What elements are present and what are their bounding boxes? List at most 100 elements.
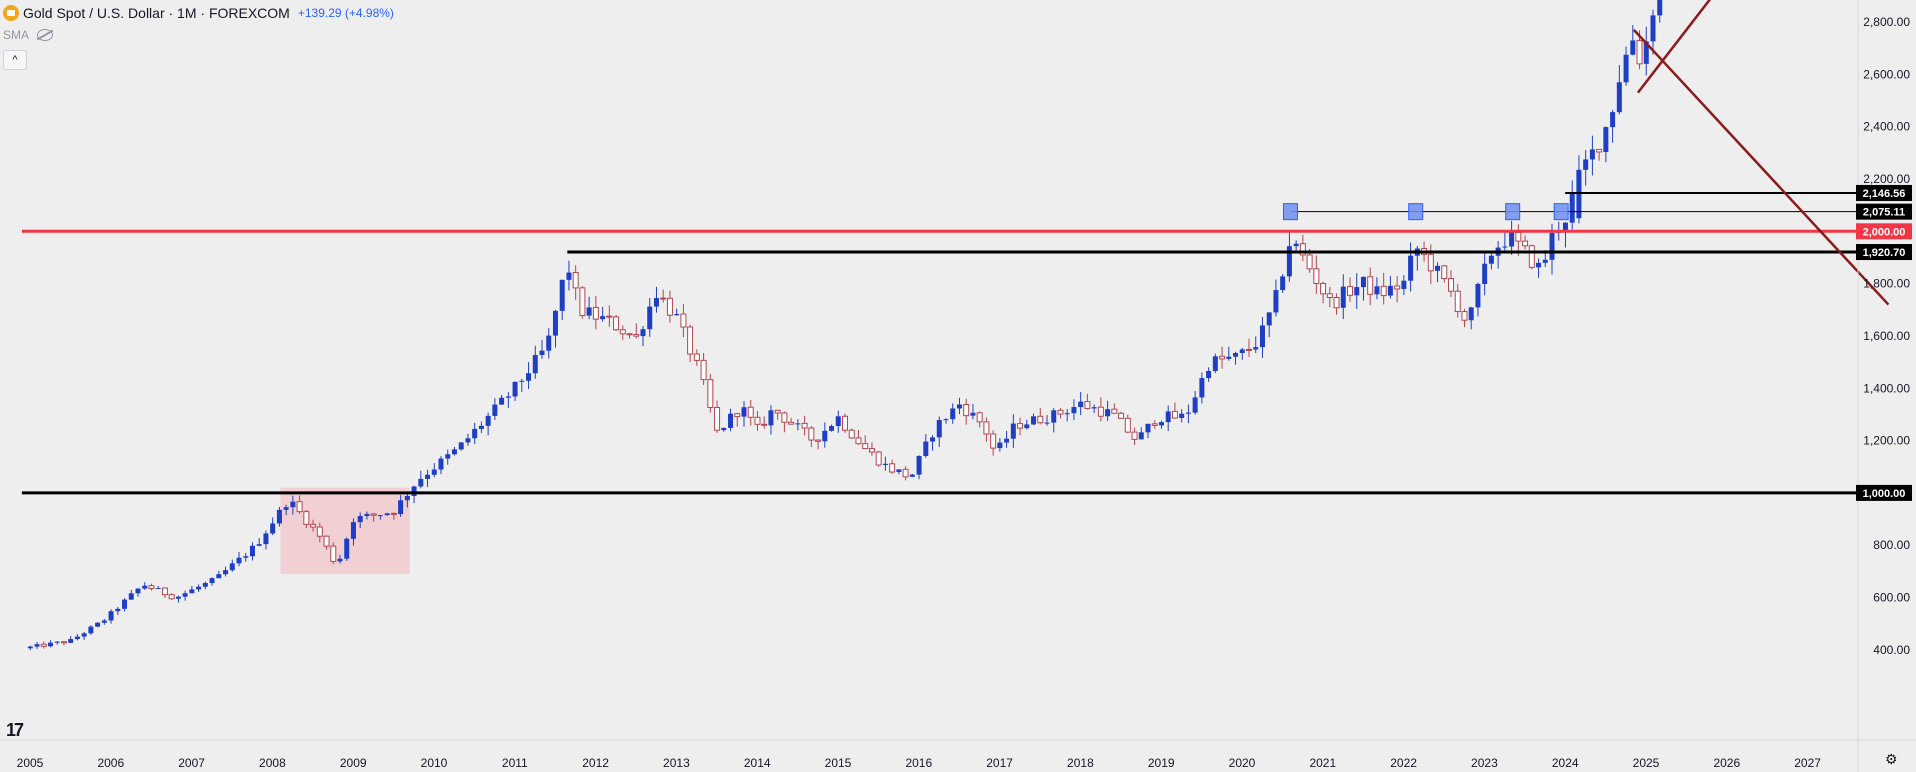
- candle-body: [1509, 232, 1515, 247]
- candle-body: [1078, 401, 1084, 408]
- time-tick-label: 2018: [1067, 756, 1094, 770]
- candle-body: [60, 641, 67, 644]
- time-tick-label: 2027: [1794, 756, 1821, 770]
- candle-body: [761, 423, 768, 426]
- candle-body: [1124, 417, 1131, 433]
- level-label-text: 2,075.11: [1863, 207, 1905, 219]
- candle-body: [1643, 41, 1649, 64]
- candle-body: [734, 413, 741, 418]
- trendline[interactable]: [1636, 0, 1743, 94]
- time-tick-label: 2010: [421, 756, 448, 770]
- candle-body: [1401, 280, 1407, 289]
- candle-body: [559, 279, 565, 311]
- candle-body: [707, 379, 714, 408]
- touch-marker: [1408, 203, 1424, 221]
- candle-body: [243, 556, 249, 558]
- candle-body: [1233, 352, 1239, 357]
- candle-body: [1165, 411, 1171, 423]
- level-price-labels: 1,000.00 1,920.70 2,000.00 2,075.11 2,146.56: [1856, 184, 1912, 501]
- candle-body: [316, 526, 323, 537]
- gear-icon[interactable]: ⚙: [1885, 751, 1898, 767]
- symbol-title[interactable]: Gold Spot / U.S. Dollar · 1M · FOREXCOM: [23, 5, 290, 21]
- price-tick-label: 400.00: [1873, 643, 1910, 657]
- candle-body: [788, 421, 795, 425]
- candle-body: [1502, 246, 1508, 248]
- candle-body: [693, 353, 700, 361]
- candle-body: [505, 396, 511, 398]
- trendline[interactable]: [1632, 29, 1890, 306]
- candle-body: [128, 593, 134, 600]
- candle-body: [1226, 356, 1232, 359]
- candle-body: [1105, 409, 1111, 417]
- candle-body: [875, 451, 882, 466]
- candle-body: [923, 441, 929, 456]
- candle-body: [155, 588, 161, 590]
- tradingview-logo[interactable]: 17: [6, 720, 24, 740]
- candle-body: [425, 474, 431, 479]
- touch-markers: [1282, 203, 1569, 221]
- candle-body: [1158, 422, 1164, 426]
- candle-body: [1064, 413, 1070, 415]
- candle-body: [451, 449, 457, 455]
- candle-body: [1084, 401, 1091, 409]
- price-change: +139.29 (+4.98%): [297, 6, 394, 20]
- candle-body: [1057, 409, 1064, 415]
- candle-body: [1427, 253, 1434, 272]
- candle-body: [404, 495, 410, 501]
- candle-body: [1010, 423, 1016, 439]
- candle-body: [674, 314, 680, 316]
- time-tick-label: 2019: [1148, 756, 1175, 770]
- candle-body: [256, 544, 262, 546]
- candle-body: [1461, 311, 1468, 321]
- candle-body: [229, 563, 235, 571]
- candle-body: [1253, 347, 1259, 350]
- candle-body: [539, 350, 545, 356]
- candle-body: [579, 287, 586, 317]
- candle-body: [249, 545, 255, 557]
- candle-body: [283, 507, 289, 510]
- candle-body: [1151, 423, 1158, 426]
- candle-body: [1650, 15, 1656, 42]
- candle-body: [377, 515, 383, 517]
- collapse-legend-button[interactable]: ^: [3, 50, 27, 70]
- horizontal-levels[interactable]: [21, 191, 1858, 495]
- candle-body: [896, 469, 902, 473]
- candle-body: [1071, 407, 1077, 414]
- price-axis[interactable]: 400.00 600.00 800.00 1,200.00 1,400.00 1,600.…: [1857, 0, 1910, 772]
- candle-body: [855, 437, 862, 445]
- time-tick-label: 2016: [905, 756, 932, 770]
- candle-body: [1616, 82, 1622, 113]
- candle-body: [74, 636, 80, 640]
- candle-body: [1185, 412, 1191, 414]
- candle-body: [808, 427, 815, 441]
- candle-body: [835, 416, 841, 427]
- candle-body: [1246, 348, 1253, 351]
- price-tick-label: 2,800.00: [1863, 15, 1910, 29]
- candle-body: [1549, 232, 1555, 260]
- candle-body: [795, 423, 801, 425]
- candle-body: [1306, 254, 1313, 270]
- candle-body: [1374, 286, 1380, 295]
- candle-body: [68, 639, 74, 643]
- candle-body: [290, 501, 296, 508]
- candle-body: [135, 588, 141, 594]
- candle-body: [1583, 159, 1589, 170]
- candle-body: [1212, 356, 1218, 372]
- trendlines[interactable]: [1632, 0, 1890, 306]
- time-axis[interactable]: 2005 2006 2007 2008 2009 2010 2011 2012 2013 2014…: [0, 739, 1916, 770]
- candle-body: [465, 438, 471, 443]
- indicator-label[interactable]: SMA: [3, 28, 30, 42]
- candle-body: [344, 538, 350, 559]
- candle-body: [1623, 54, 1629, 83]
- candle-body: [337, 558, 343, 562]
- eye-hidden-icon[interactable]: [37, 29, 54, 41]
- candle-body: [1536, 262, 1542, 268]
- candle-body: [606, 315, 613, 318]
- candle-body: [647, 306, 653, 330]
- gold-symbol-icon[interactable]: [3, 5, 19, 21]
- candle-body: [592, 306, 599, 320]
- time-tick-label: 2012: [582, 756, 609, 770]
- candle-body: [1528, 245, 1535, 268]
- candle-body: [660, 297, 667, 300]
